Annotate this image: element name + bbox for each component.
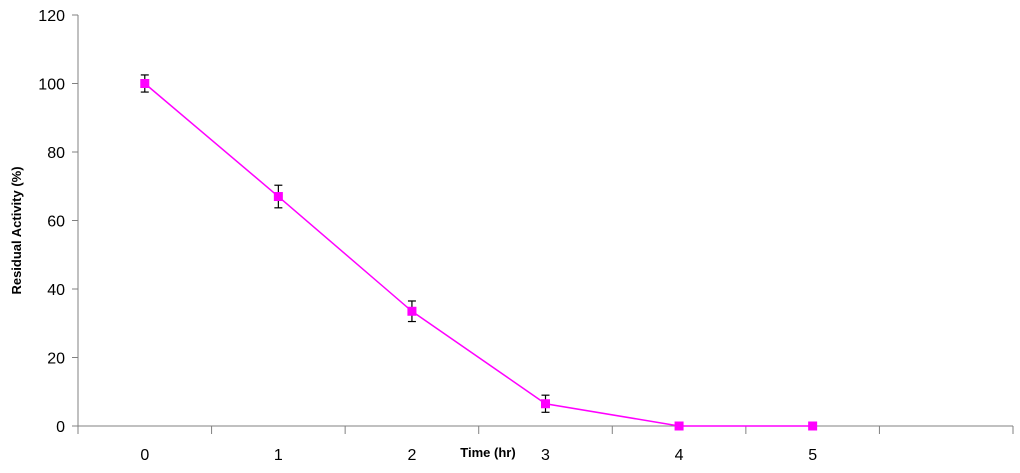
x-tick-label: 5 [808,447,817,464]
y-tick-label: 60 [47,214,65,231]
data-point [140,79,150,88]
axes [77,15,1013,427]
data-point [674,421,684,431]
y-tick-label: 100 [38,77,65,94]
x-axis-title: Time (hr) [460,445,515,460]
data-point [407,306,417,316]
y-tick-label: 80 [47,145,65,162]
y-tick-label: 20 [47,351,65,368]
series-lines [144,82,813,427]
data-point [541,399,550,409]
error-bars [140,74,550,413]
ticks [72,14,1014,434]
y-tick-label: 40 [47,282,65,299]
x-tick-label: 4 [675,447,684,464]
y-tick-label: 0 [56,419,65,436]
x-tick-label: 3 [541,447,550,464]
series-markers [140,79,818,431]
y-tick-label: 120 [38,8,65,25]
data-point [273,192,283,202]
series-line [144,82,813,427]
x-tick-label: 1 [274,447,283,464]
y-axis-title: Residual Activity (%) [9,166,24,294]
tick-labels: 0 20 40 60 80 100 120 0 1 2 3 4 5 [38,8,817,464]
data-point [808,421,818,431]
x-tick-label: 2 [407,447,416,464]
x-tick-label: 0 [140,447,149,464]
